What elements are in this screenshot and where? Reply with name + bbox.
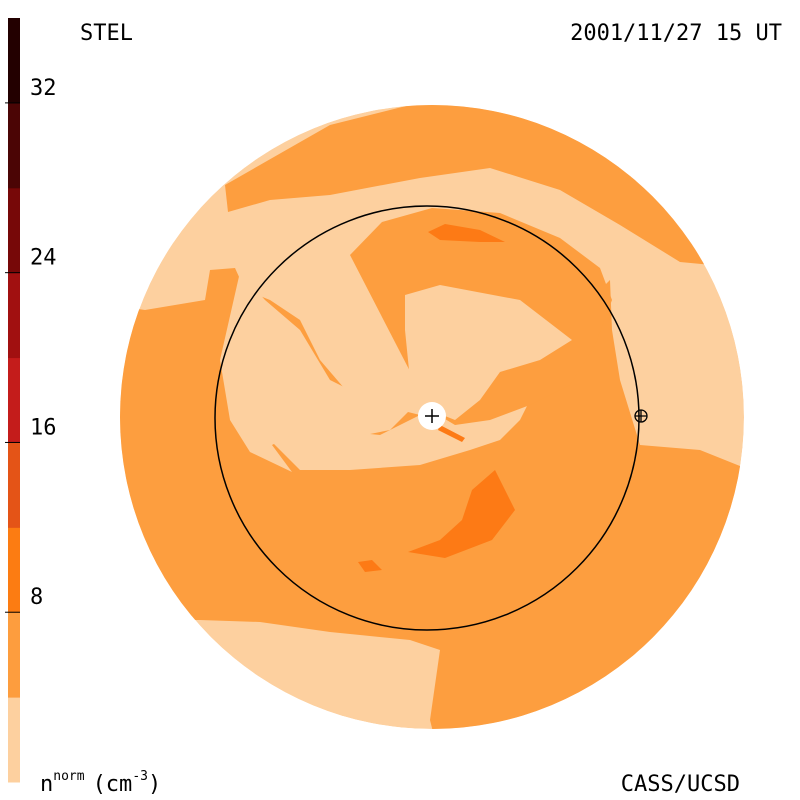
sun-cross xyxy=(425,409,439,423)
colorbar-band xyxy=(8,697,20,783)
colorbar-tick-label: 32 xyxy=(30,76,57,101)
colorbar-band xyxy=(8,272,20,359)
colorbar-tick-label: 24 xyxy=(30,246,57,271)
density-region xyxy=(408,470,515,558)
colorbar-band xyxy=(8,187,20,274)
density-region xyxy=(358,560,382,572)
earth-cross xyxy=(635,410,647,422)
colorbar-band xyxy=(8,102,20,189)
colorbar-band xyxy=(8,357,20,443)
label-part: -3 xyxy=(132,769,148,784)
label-part: ) xyxy=(148,772,161,797)
timestamp: 2001/11/27 15 UT xyxy=(570,21,782,46)
colorbar-band xyxy=(8,18,20,104)
density-region xyxy=(428,224,505,242)
credit: CASS/UCSD xyxy=(621,772,740,797)
colorbar-band xyxy=(8,442,20,528)
label-part: n xyxy=(40,772,53,797)
colorbar: 8 16 24 32 xyxy=(5,18,57,783)
colorbar-label: nnorm (cm-3) xyxy=(40,769,161,798)
density-region xyxy=(438,425,465,442)
colorbar-band xyxy=(8,527,20,613)
colorbar-tick-label: 16 xyxy=(30,415,57,440)
earth-orbit xyxy=(214,205,640,631)
density-map xyxy=(120,105,744,729)
colorbar-tick-label: 8 xyxy=(30,585,43,610)
label-part: norm xyxy=(53,769,84,784)
density-region xyxy=(220,272,410,472)
density-region xyxy=(405,285,572,420)
colorbar-band xyxy=(8,612,20,698)
observatory-label: STEL xyxy=(80,21,133,46)
label-part: (cm xyxy=(93,772,133,797)
